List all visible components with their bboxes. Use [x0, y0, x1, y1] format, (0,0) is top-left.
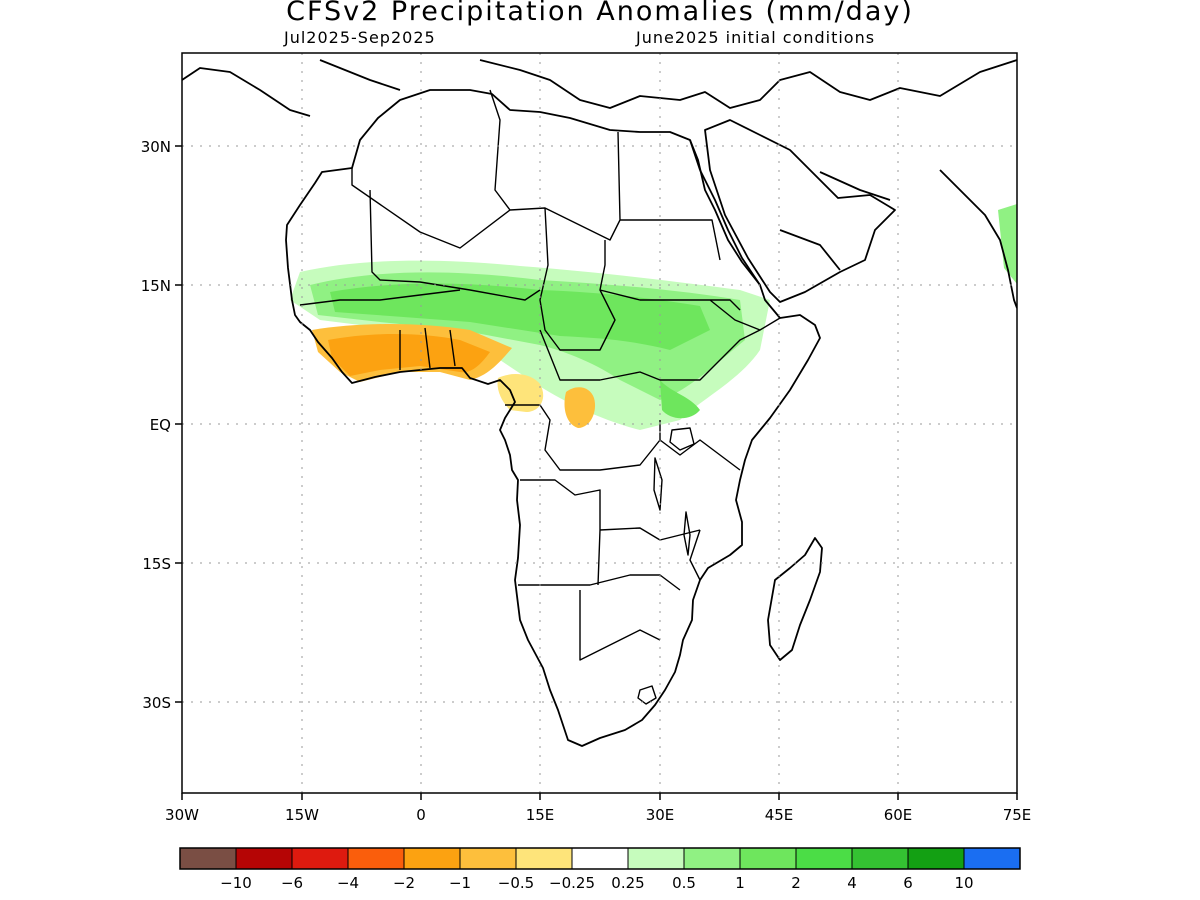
colorbar-swatch — [291, 847, 349, 870]
colorbar-label: −0.25 — [549, 874, 595, 892]
lat-label: EQ — [150, 416, 171, 434]
red-sea-and-gulf — [689, 139, 891, 286]
colorbar-swatch — [179, 847, 237, 870]
colorbar-label: 0.5 — [672, 874, 696, 892]
lon-label: 0 — [416, 806, 426, 824]
map-area — [182, 53, 1017, 793]
colorbar-swatch — [347, 847, 405, 870]
colorbar-labels: −10 −6 −4 −2 −1 −0.5 −0.25 0.25 0.5 1 2 4 6 10 — [220, 874, 973, 892]
colorbar-swatch — [235, 847, 293, 870]
anomaly-shading — [290, 204, 1017, 430]
lat-labels: 30N 15N EQ 15S 30S — [141, 138, 171, 712]
colorbar-label: 2 — [791, 874, 801, 892]
lat-label: 15S — [142, 555, 171, 573]
lon-label: 15W — [285, 806, 319, 824]
colorbar-swatch — [459, 847, 517, 870]
colorbar-label: 0.25 — [611, 874, 644, 892]
colorbar-swatch — [515, 847, 573, 870]
colorbar-label: −1 — [449, 874, 471, 892]
coastlines — [182, 59, 1017, 747]
colorbar-label: −4 — [337, 874, 359, 892]
colorbar-swatch — [851, 847, 909, 870]
lon-label: 75E — [1003, 806, 1032, 824]
colorbar-swatch — [739, 847, 797, 870]
mediterranean-coast-north — [182, 59, 1017, 117]
lake-victoria — [669, 427, 695, 451]
lat-label: 15N — [141, 277, 171, 295]
colorbar-label: 6 — [903, 874, 913, 892]
map-title: CFSv2 Precipitation Anomalies (mm/day) — [286, 0, 914, 27]
lon-label: 30W — [165, 806, 199, 824]
arabia-coastline — [704, 119, 896, 303]
colorbar-swatches — [179, 847, 1021, 870]
india-coastline — [939, 169, 1017, 309]
dry-patch-light-cameroon — [497, 374, 544, 412]
africa-coastline — [285, 89, 821, 747]
lon-label: 15E — [526, 806, 555, 824]
colorbar-label: 1 — [735, 874, 745, 892]
lon-labels: 30W 15W 0 15E 30E 45E 60E 75E — [165, 806, 1031, 824]
lon-label: 60E — [884, 806, 913, 824]
colorbar-label: 4 — [847, 874, 857, 892]
colorbar: −10 −6 −4 −2 −1 −0.5 −0.25 0.25 0.5 1 2 4 6 10 — [179, 847, 1021, 892]
colorbar-swatch — [571, 847, 629, 870]
lon-label: 45E — [765, 806, 794, 824]
map-frame — [181, 52, 1018, 794]
colorbar-label: −2 — [393, 874, 415, 892]
lat-label: 30S — [142, 694, 171, 712]
dry-band-core-guinea — [328, 334, 490, 376]
colorbar-swatch — [795, 847, 853, 870]
colorbar-swatch — [403, 847, 461, 870]
tick-marks — [175, 145, 1018, 800]
colorbar-label: 10 — [954, 874, 973, 892]
graticule — [182, 53, 1017, 793]
colorbar-frame — [179, 847, 1021, 870]
colorbar-swatch — [683, 847, 741, 870]
border-lines — [299, 89, 781, 661]
colorbar-label: −0.5 — [498, 874, 534, 892]
lake-malawi — [683, 511, 691, 556]
wet-band-core-sahel — [330, 283, 710, 350]
wet-patch-east-africa — [660, 380, 700, 419]
colorbar-swatch — [627, 847, 685, 870]
madagascar-coastline — [767, 537, 823, 661]
colorbar-swatch — [907, 847, 965, 870]
lake-tanganyika — [653, 457, 663, 511]
lon-label: 30E — [646, 806, 675, 824]
colorbar-label: −10 — [220, 874, 252, 892]
forecast-period: Jul2025-Sep2025 — [284, 28, 436, 47]
lat-label: 30N — [141, 138, 171, 156]
colorbar-swatch — [963, 847, 1021, 870]
initial-conditions: June2025 initial conditions — [636, 28, 876, 47]
dry-patch-central-africa — [564, 387, 596, 428]
wet-patch-arabia-sea — [998, 204, 1017, 284]
country-borders — [299, 89, 781, 705]
lesotho-outline — [637, 685, 657, 705]
colorbar-label: −6 — [281, 874, 303, 892]
